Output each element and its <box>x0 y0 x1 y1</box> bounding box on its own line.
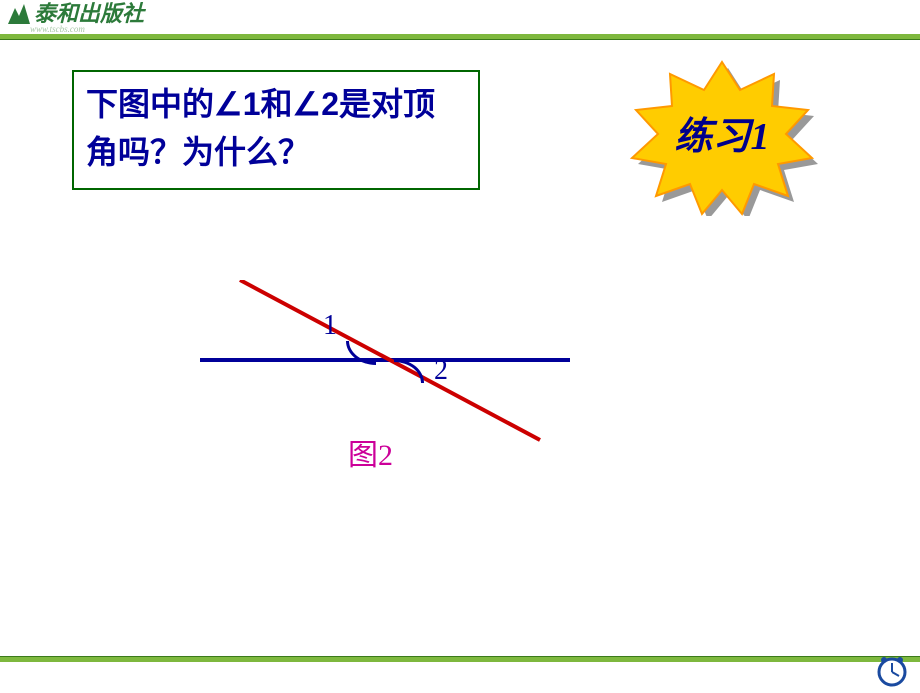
logo-url: www.tscbs.com <box>30 24 85 34</box>
slide-content: 下图中的∠1和∠2是对顶 角吗？为什么？ 练习1 1 2 图2 <box>0 40 920 656</box>
q-text: 是对顶 <box>339 86 435 122</box>
clock-icon <box>874 652 910 688</box>
angle-label-2: 2 <box>434 355 448 387</box>
bottom-border <box>0 656 920 662</box>
figure-caption: 图2 <box>348 430 393 474</box>
figure-2-diagram: 1 2 图2 <box>200 280 600 540</box>
angle-label-1: 1 <box>323 310 337 342</box>
q-text: 下图中的 <box>86 86 214 122</box>
angle-1-symbol: ∠1 <box>214 86 260 122</box>
q-text: 角吗？为什么？ <box>86 134 310 170</box>
angle-2-symbol: ∠2 <box>293 86 339 122</box>
badge-label: 练习1 <box>674 105 769 160</box>
mountain-icon <box>6 0 32 28</box>
lines-svg <box>200 280 600 480</box>
question-box: 下图中的∠1和∠2是对顶 角吗？为什么？ <box>72 70 480 190</box>
exercise-badge: 练习1 <box>622 56 822 216</box>
q-text: 和 <box>261 86 293 122</box>
